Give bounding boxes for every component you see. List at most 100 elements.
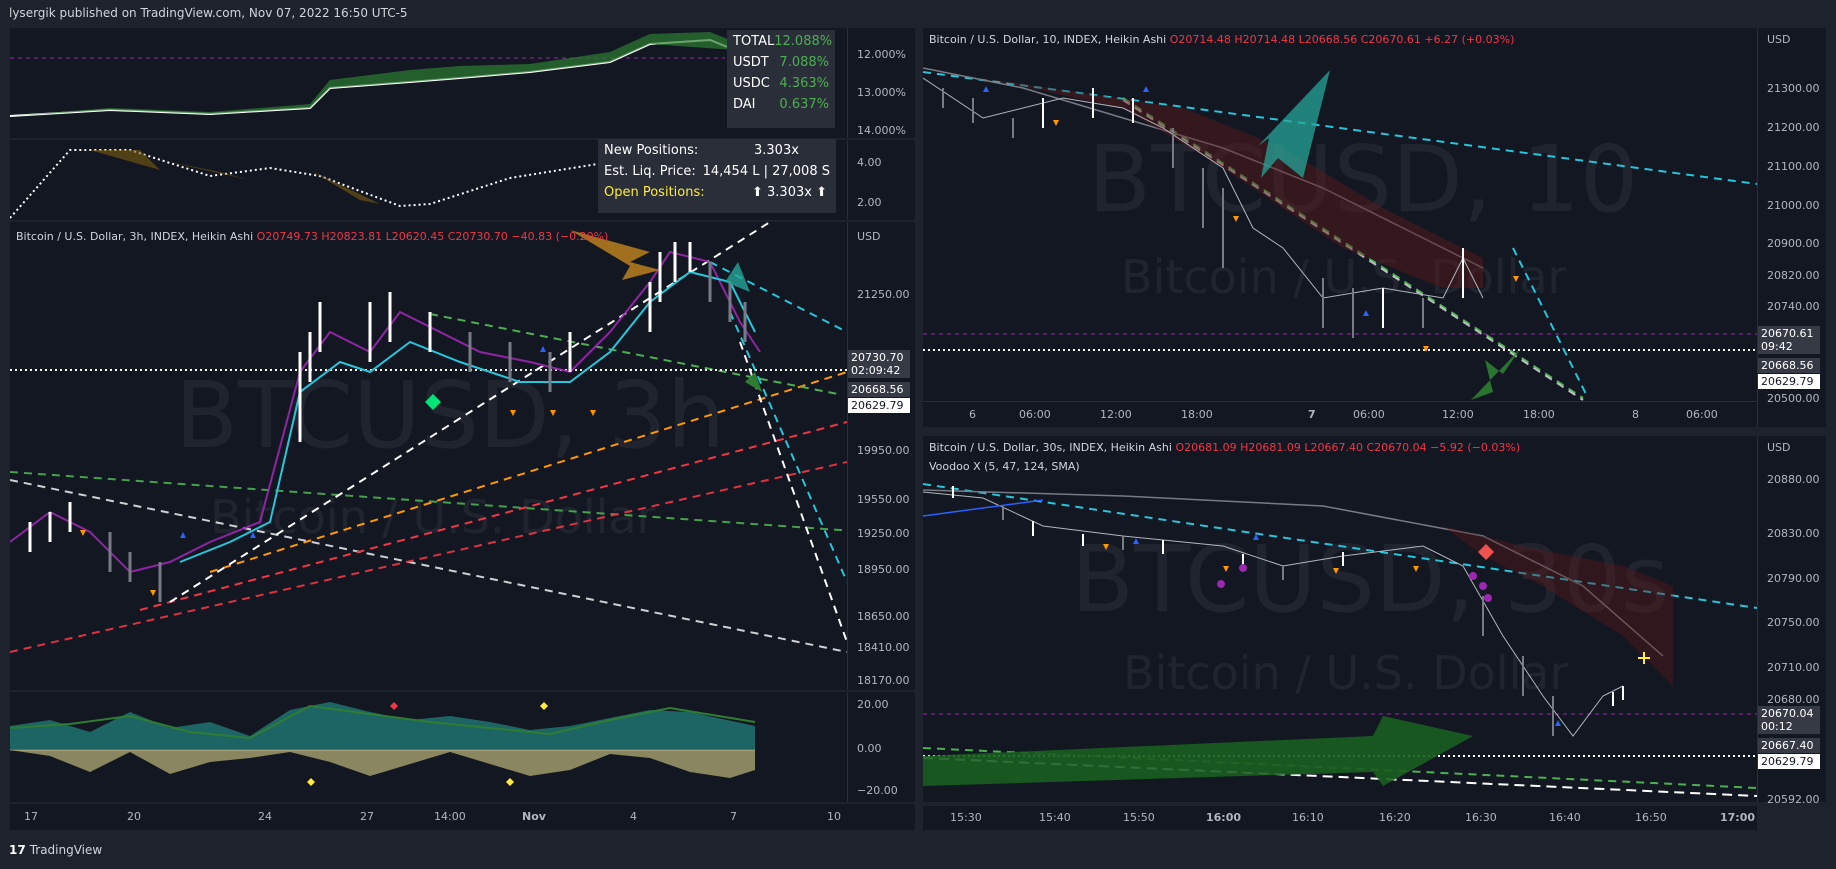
last-price: 20670.04	[1761, 707, 1814, 720]
new-positions-value: 3.303x	[754, 143, 799, 158]
dominance-row: USDT 7.088%	[733, 55, 829, 70]
ohlc-high: H20714.48	[1234, 33, 1296, 46]
dominance-pane[interactable]	[10, 28, 847, 138]
main-price-axis[interactable]: USD 21250.00 19950.00 19550.00 19250.00 …	[847, 222, 915, 690]
axis-tick: 20500.00	[1767, 392, 1820, 405]
currency-label: USD	[1767, 441, 1791, 454]
positions-box: New Positions: 3.303x Est. Liq. Price: 14,…	[598, 139, 836, 213]
axis-tick: 20.00	[857, 698, 889, 711]
time-tick: 14:00	[434, 810, 466, 823]
ohlc-close: C20670.04	[1366, 441, 1427, 454]
time-tick: 7	[730, 810, 737, 823]
dominance-name: USDT	[733, 55, 769, 70]
tradingview-logo-icon: 17	[9, 843, 26, 857]
last-price-tag: 20670.04 00:12	[1758, 706, 1820, 734]
indicator-legend[interactable]: Voodoo X (5, 47, 124, SMA)	[929, 460, 1080, 473]
bar-timer: 02:09:42	[851, 364, 901, 377]
dominance-name: TOTAL	[733, 34, 775, 49]
time-tick: 16:40	[1549, 811, 1581, 824]
ohlc-high: H20823.81	[321, 230, 383, 243]
currency-label: USD	[1767, 33, 1791, 46]
publisher-line: lysergik published on TradingView.com, N…	[9, 6, 408, 20]
time-tick: 6	[969, 408, 976, 421]
ohlc-low: L20668.56	[1298, 33, 1358, 46]
dominance-row: DAI 0.637%	[733, 97, 829, 112]
last-price: 20670.61	[1761, 327, 1814, 340]
ohlc-open: O20681.09	[1175, 441, 1237, 454]
chart-10m-drawing	[923, 67, 1757, 401]
positions-row-liq: Est. Liq. Price: 14,454 L | 27,008 S	[604, 164, 830, 179]
chart-10m-price-axis[interactable]: USD 21300.00 21200.00 21100.00 21000.00 …	[1757, 28, 1826, 427]
axis-tick: 21200.00	[1767, 121, 1820, 134]
time-tick: 06:00	[1019, 408, 1051, 421]
axis-tick: 20750.00	[1767, 616, 1820, 629]
time-tick: 17:00	[1720, 811, 1756, 824]
tradingview-logo[interactable]: 17 TradingView	[9, 843, 102, 857]
symbol-title[interactable]: Bitcoin / U.S. Dollar, 10, INDEX, Heikin…	[929, 33, 1167, 46]
chart-10m[interactable]: BTCUSD, 10 Bitcoin / U.S. Dollar Bitcoin…	[923, 28, 1757, 427]
dominance-name: USDC	[733, 76, 770, 91]
ohlc-high: H20681.09	[1240, 441, 1301, 454]
axis-tick: 13.000%	[857, 86, 906, 99]
time-tick: 8	[1632, 408, 1639, 421]
ohlc-close: C20730.70	[447, 230, 508, 243]
chart-10m-time-axis[interactable]: 6 06:00 12:00 18:00 7 06:00 12:00 18:00 …	[923, 401, 1757, 427]
time-tick: 15:50	[1123, 811, 1155, 824]
last-price-tag: 20670.61 09:42	[1758, 326, 1820, 354]
low-price-tag: 20668.56	[848, 382, 910, 397]
open-positions-label: Open Positions:	[604, 185, 705, 200]
chart-10m-legend: Bitcoin / U.S. Dollar, 10, INDEX, Heikin…	[929, 33, 1514, 46]
axis-tick: 20790.00	[1767, 572, 1820, 585]
time-tick: 4	[630, 810, 637, 823]
main-chart-legend: Bitcoin / U.S. Dollar, 3h, INDEX, Heikin…	[16, 230, 608, 243]
axis-tick: 20740.00	[1767, 300, 1820, 313]
chart-30s-price-axis[interactable]: USD 20880.00 20830.00 20790.00 20750.00 …	[1757, 436, 1826, 806]
dominance-table: TOTAL 12.088% USDT 7.088% USDC 4.363% DAI 0.…	[727, 30, 835, 128]
time-tick: 15:40	[1039, 811, 1071, 824]
dominance-plot	[10, 32, 736, 117]
axis-tick: 18950.00	[857, 563, 910, 576]
axis-tick: 19550.00	[857, 493, 910, 506]
positions-price-axis[interactable]: 4.00 2.00	[847, 140, 915, 220]
axis-tick: 19250.00	[857, 527, 910, 540]
time-tick: 16:20	[1379, 811, 1411, 824]
dominance-price-axis[interactable]: 12.000% 13.000% 14.000%	[847, 28, 915, 138]
currency-label: USD	[857, 230, 881, 243]
ohlc-open: O20714.48	[1169, 33, 1231, 46]
dominance-name: DAI	[733, 97, 756, 112]
axis-tick: 20900.00	[1767, 237, 1820, 250]
ohlc-low: L20620.45	[385, 230, 445, 243]
liq-price-value: 14,454 L | 27,008 S	[702, 164, 830, 179]
positions-row-new: New Positions: 3.303x	[604, 143, 830, 158]
last-price: 20730.70	[851, 351, 904, 364]
axis-tick: 14.000%	[857, 124, 906, 137]
hline-price-tag: 20629.79	[848, 398, 910, 413]
ohlc-open: O20749.73	[256, 230, 318, 243]
time-tick: 27	[360, 810, 374, 823]
main-chart-drawing	[10, 222, 847, 653]
dominance-row: USDC 4.363%	[733, 76, 829, 91]
time-tick: 16:50	[1635, 811, 1667, 824]
dominance-value: 12.088%	[774, 34, 833, 49]
axis-tick: 21000.00	[1767, 199, 1820, 212]
dominance-value: 0.637%	[779, 97, 829, 112]
oscillator-axis[interactable]: 20.00 0.00 −20.00	[847, 692, 915, 802]
chart-30s[interactable]: BTCUSD, 30s Bitcoin / U.S. Dollar Bitcoi…	[923, 436, 1757, 802]
bar-timer: 00:12	[1761, 720, 1793, 733]
axis-tick: 20710.00	[1767, 661, 1820, 674]
time-tick: 17	[24, 810, 38, 823]
time-tick: 16:00	[1206, 811, 1242, 824]
chart-30s-time-axis[interactable]: 15:30 15:40 15:50 16:00 16:10 16:20 16:3…	[923, 806, 1757, 830]
open-positions-value: ⬆ 3.303x ⬆	[752, 185, 827, 200]
symbol-title[interactable]: Bitcoin / U.S. Dollar, 3h, INDEX, Heikin…	[16, 230, 254, 243]
main-chart-3h[interactable]: BTCUSD, 3h Bitcoin / U.S. Dollar	[10, 222, 847, 690]
ohlc-change: −40.83 (−0.20%)	[511, 230, 609, 243]
time-tick: 06:00	[1686, 408, 1718, 421]
axis-tick: 20592.00	[1767, 793, 1820, 806]
symbol-title[interactable]: Bitcoin / U.S. Dollar, 30s, INDEX, Heiki…	[929, 441, 1172, 454]
dominance-value: 7.088%	[779, 55, 829, 70]
axis-tick: −20.00	[857, 784, 898, 797]
left-time-axis[interactable]: 17 20 24 27 14:00 Nov 4 7 10	[10, 804, 915, 830]
oscillator-pane[interactable]	[10, 692, 847, 802]
axis-tick: 0.00	[857, 742, 882, 755]
